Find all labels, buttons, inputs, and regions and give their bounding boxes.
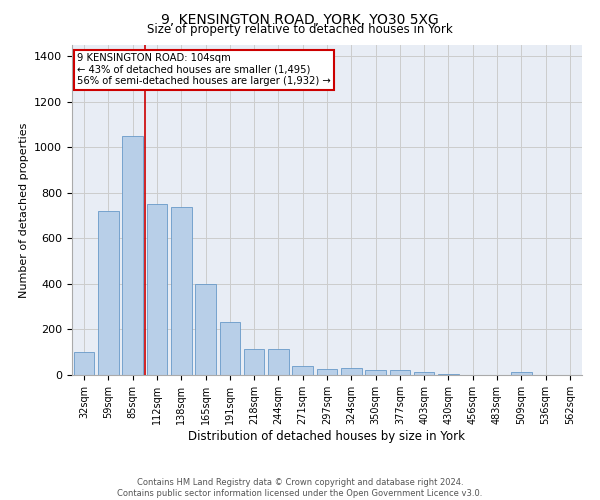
Bar bbox=[341, 368, 362, 375]
Bar bbox=[122, 136, 143, 375]
Bar bbox=[74, 352, 94, 375]
Bar bbox=[317, 370, 337, 375]
Text: Size of property relative to detached houses in York: Size of property relative to detached ho… bbox=[147, 22, 453, 36]
Text: Contains HM Land Registry data © Crown copyright and database right 2024.
Contai: Contains HM Land Registry data © Crown c… bbox=[118, 478, 482, 498]
Bar bbox=[98, 211, 119, 375]
Bar bbox=[365, 370, 386, 375]
Bar bbox=[268, 349, 289, 375]
Bar bbox=[292, 366, 313, 375]
Y-axis label: Number of detached properties: Number of detached properties bbox=[19, 122, 29, 298]
Bar bbox=[244, 349, 265, 375]
Bar bbox=[511, 372, 532, 375]
Bar bbox=[146, 204, 167, 375]
Bar bbox=[414, 372, 434, 375]
Bar bbox=[389, 370, 410, 375]
Bar bbox=[171, 206, 191, 375]
X-axis label: Distribution of detached houses by size in York: Distribution of detached houses by size … bbox=[188, 430, 466, 442]
Bar bbox=[438, 374, 459, 375]
Bar bbox=[195, 284, 216, 375]
Bar bbox=[220, 322, 240, 375]
Text: 9 KENSINGTON ROAD: 104sqm
← 43% of detached houses are smaller (1,495)
56% of se: 9 KENSINGTON ROAD: 104sqm ← 43% of detac… bbox=[77, 53, 331, 86]
Text: 9, KENSINGTON ROAD, YORK, YO30 5XG: 9, KENSINGTON ROAD, YORK, YO30 5XG bbox=[161, 12, 439, 26]
